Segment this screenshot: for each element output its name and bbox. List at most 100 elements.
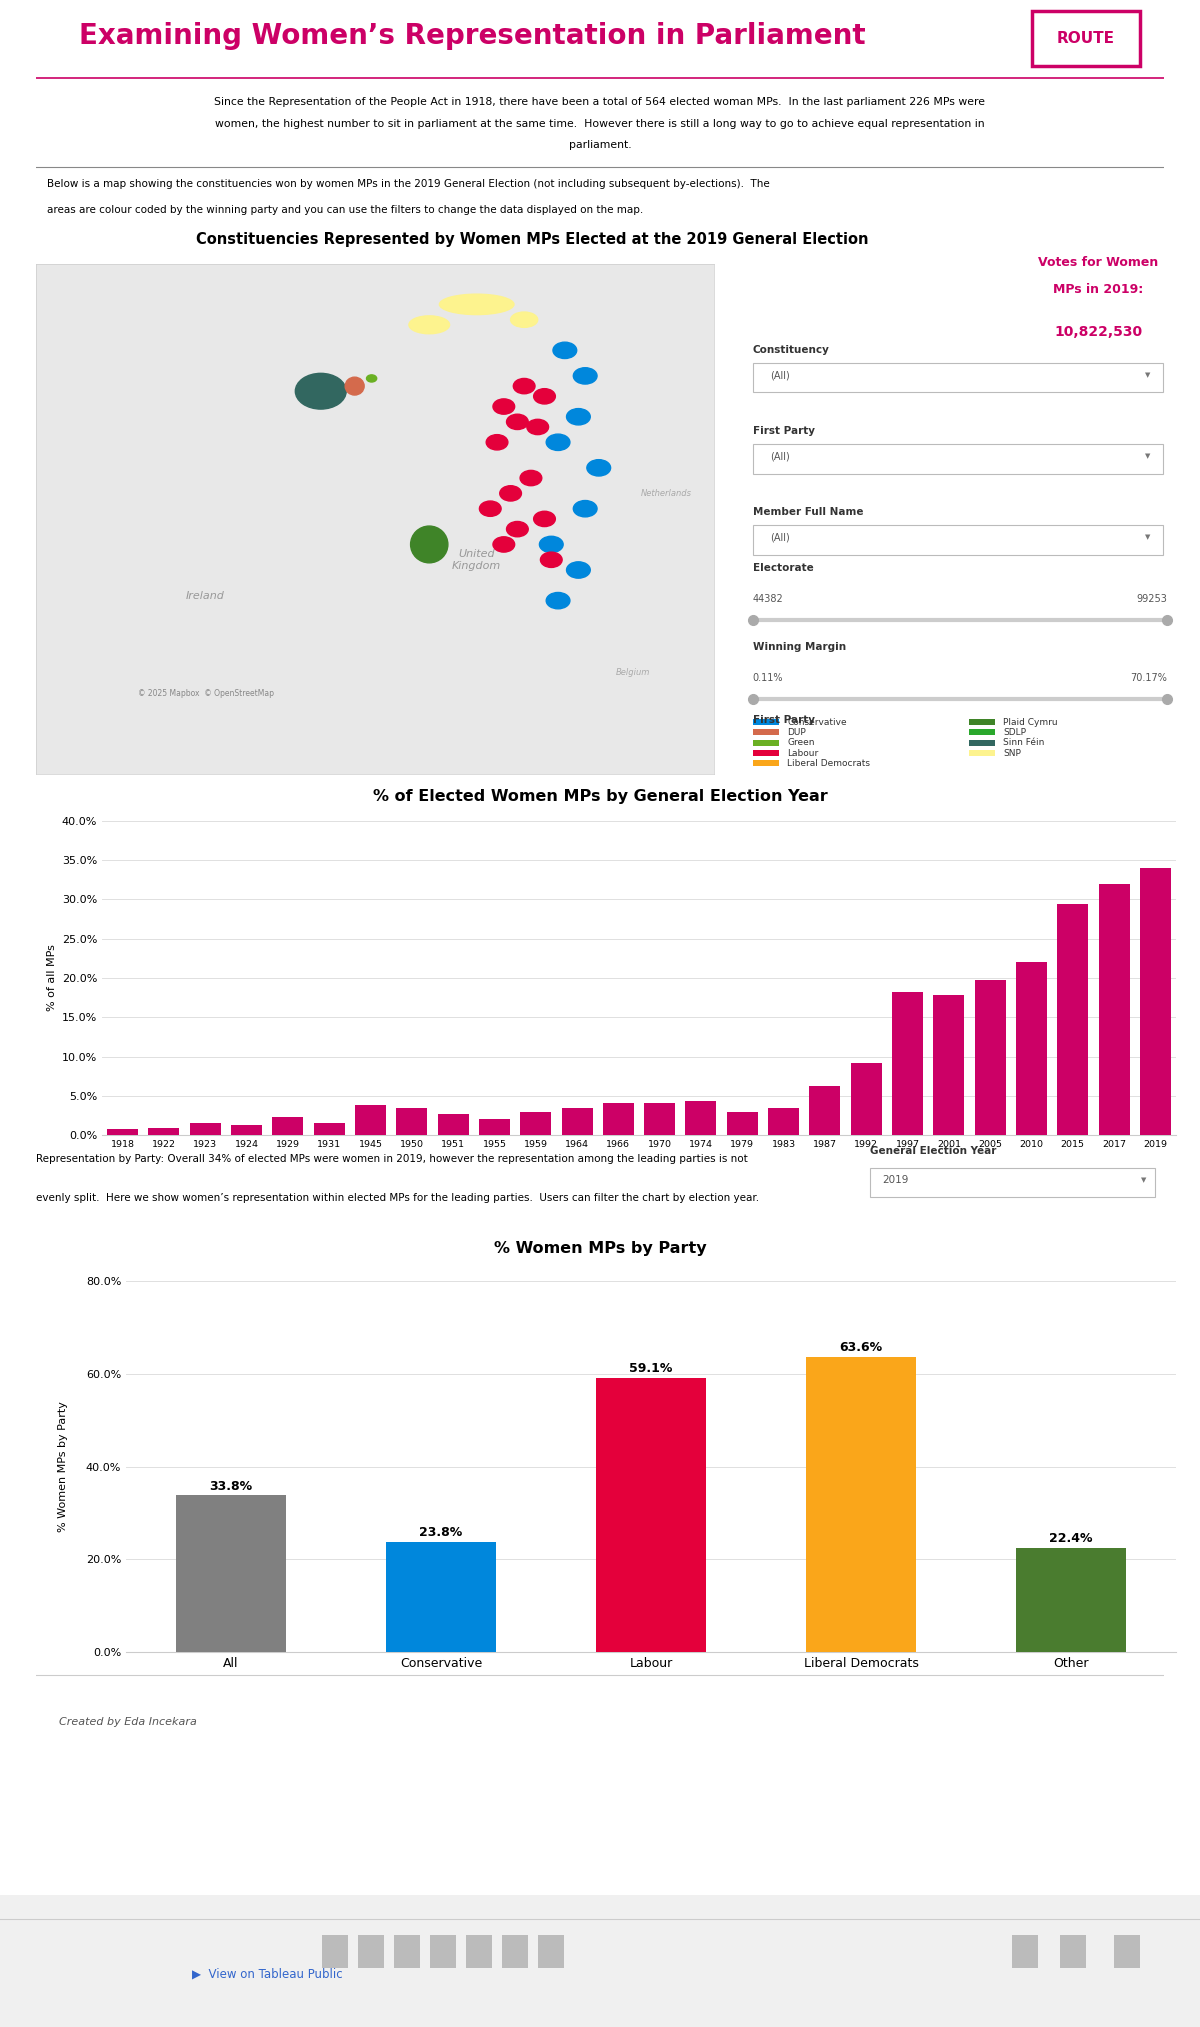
Bar [685, 1101, 716, 1135]
Bar [644, 1103, 676, 1135]
Ellipse shape [480, 501, 502, 517]
Text: Constituency: Constituency [752, 345, 829, 355]
Ellipse shape [520, 470, 541, 486]
Bar [968, 720, 995, 726]
Bar [974, 979, 1006, 1135]
Text: 33.8%: 33.8% [210, 1480, 252, 1492]
Bar [272, 1117, 304, 1135]
Ellipse shape [546, 592, 570, 608]
Ellipse shape [546, 434, 570, 450]
Bar [430, 1934, 456, 1968]
Text: evenly split.  Here we show women’s representation within elected MPs for the le: evenly split. Here we show women’s repre… [36, 1194, 760, 1202]
Text: SNP: SNP [1003, 748, 1021, 758]
FancyBboxPatch shape [752, 444, 1163, 474]
Ellipse shape [409, 316, 450, 334]
Text: % of Elected Women MPs by General Election Year: % of Elected Women MPs by General Electi… [373, 789, 827, 805]
Bar [727, 1111, 757, 1135]
Text: (All): (All) [770, 371, 790, 381]
Bar [538, 1934, 564, 1968]
Bar [1016, 963, 1046, 1135]
FancyBboxPatch shape [870, 1168, 1154, 1198]
Ellipse shape [510, 312, 538, 326]
Text: Constituencies Represented by Women MPs Elected at the 2019 General Election: Constituencies Represented by Women MPs … [196, 231, 869, 247]
Ellipse shape [506, 521, 528, 537]
Text: Votes for Women: Votes for Women [1038, 255, 1158, 270]
Text: Electorate: Electorate [752, 564, 814, 574]
Ellipse shape [534, 389, 556, 403]
Bar [968, 750, 995, 756]
Text: ▼: ▼ [1145, 535, 1150, 541]
Bar [479, 1119, 510, 1135]
Text: Conservative: Conservative [787, 718, 847, 726]
Text: SDLP: SDLP [1003, 728, 1026, 738]
Ellipse shape [566, 561, 590, 578]
Text: First Party: First Party [752, 716, 815, 726]
Text: 22.4%: 22.4% [1049, 1532, 1093, 1545]
Text: Created by Eda Incekara: Created by Eda Incekara [59, 1717, 197, 1727]
Bar [1012, 1934, 1038, 1968]
Text: Belgium: Belgium [616, 667, 650, 677]
Bar [358, 1934, 384, 1968]
Bar [1098, 884, 1129, 1135]
Ellipse shape [439, 294, 514, 314]
Bar [394, 1934, 420, 1968]
Bar [107, 1129, 138, 1135]
Text: MPs in 2019:: MPs in 2019: [1054, 284, 1144, 296]
Text: 10,822,530: 10,822,530 [1054, 326, 1142, 339]
Text: Representation by Party: Overall 34% of elected MPs were women in 2019, however : Representation by Party: Overall 34% of … [36, 1153, 748, 1163]
Text: ▼: ▼ [1145, 373, 1150, 379]
Text: 23.8%: 23.8% [419, 1526, 463, 1538]
Bar [596, 1378, 706, 1652]
Text: Sinn Féin: Sinn Féin [1003, 738, 1044, 748]
Bar [322, 1934, 348, 1968]
Text: 70.17%: 70.17% [1130, 673, 1168, 683]
Bar [968, 740, 995, 746]
Text: 0.11%: 0.11% [752, 673, 784, 683]
Bar [521, 1113, 551, 1135]
Bar [502, 1934, 528, 1968]
Text: Since the Representation of the People Act in 1918, there have been a total of 5: Since the Representation of the People A… [215, 97, 985, 107]
Bar [190, 1123, 221, 1135]
Text: Liberal Democrats: Liberal Democrats [787, 758, 870, 768]
Text: % Women MPs by Party: % Women MPs by Party [493, 1241, 707, 1257]
Text: Netherlands: Netherlands [641, 489, 692, 499]
Text: 59.1%: 59.1% [629, 1362, 673, 1374]
Ellipse shape [493, 399, 515, 414]
Ellipse shape [410, 527, 448, 564]
Ellipse shape [540, 551, 562, 568]
Bar [752, 760, 779, 766]
Ellipse shape [295, 373, 346, 409]
Ellipse shape [506, 414, 528, 430]
Ellipse shape [366, 375, 377, 381]
Bar [355, 1105, 386, 1135]
Ellipse shape [540, 537, 563, 553]
Bar [752, 750, 779, 756]
Ellipse shape [514, 379, 535, 393]
FancyBboxPatch shape [1032, 12, 1140, 65]
Text: ▼: ▼ [1141, 1178, 1146, 1184]
Text: 63.6%: 63.6% [840, 1342, 882, 1354]
Ellipse shape [587, 460, 611, 476]
Text: General Election Year: General Election Year [870, 1145, 996, 1155]
Bar [1140, 868, 1171, 1135]
Bar [313, 1123, 344, 1135]
Text: (All): (All) [770, 452, 790, 462]
Ellipse shape [534, 511, 556, 527]
Bar [1114, 1934, 1140, 1968]
Ellipse shape [486, 434, 508, 450]
Bar [438, 1115, 469, 1135]
Ellipse shape [346, 377, 364, 395]
Bar [934, 995, 965, 1135]
Bar [386, 1543, 496, 1652]
Text: Green: Green [787, 738, 815, 748]
Text: 99253: 99253 [1136, 594, 1168, 604]
FancyBboxPatch shape [752, 363, 1163, 393]
Text: Member Full Name: Member Full Name [752, 507, 863, 517]
Bar [602, 1103, 634, 1135]
Ellipse shape [574, 501, 598, 517]
Ellipse shape [499, 486, 522, 501]
Bar [968, 730, 995, 736]
Text: areas are colour coded by the winning party and you can use the filters to chang: areas are colour coded by the winning pa… [47, 205, 643, 215]
Text: 2019: 2019 [882, 1176, 908, 1186]
FancyBboxPatch shape [752, 525, 1163, 555]
